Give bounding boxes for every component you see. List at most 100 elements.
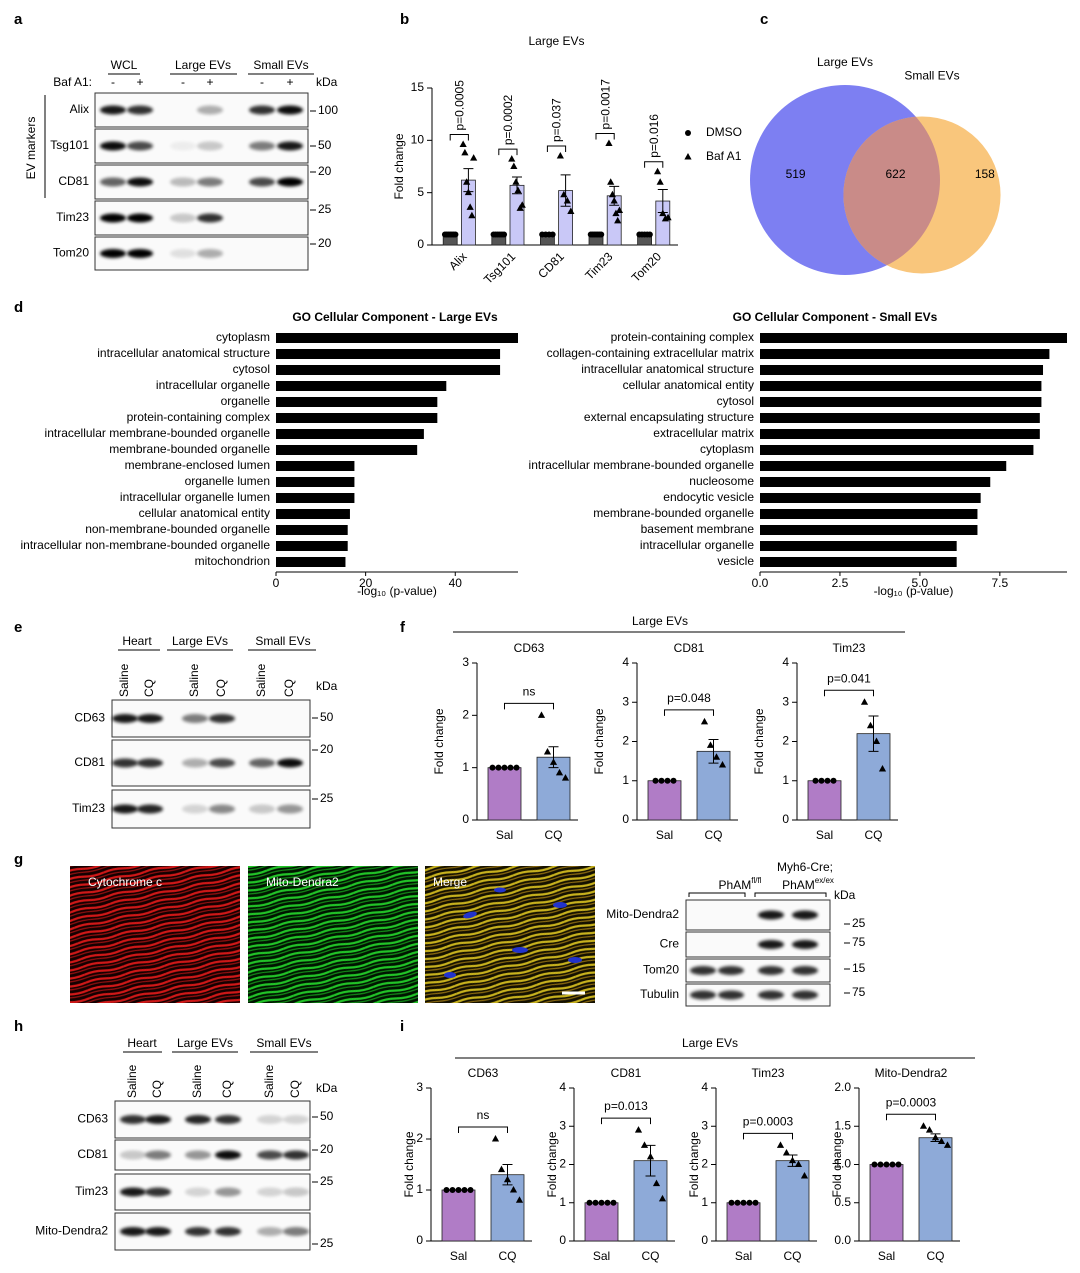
y-tick-label: 0: [782, 812, 789, 826]
y-tick-label: organelle: [221, 394, 271, 408]
y-tick-label: endocytic vesicle: [663, 490, 754, 504]
section-title: Large EVs: [682, 1036, 738, 1050]
bar: [276, 413, 438, 423]
kda-marker: 15: [852, 961, 866, 975]
p-value: ns: [523, 685, 536, 699]
venn-count: 519: [786, 167, 806, 181]
data-point: [878, 764, 887, 772]
y-tick-label: 0: [701, 1233, 708, 1247]
group-bracket: [688, 892, 827, 897]
data-point: [782, 1149, 791, 1156]
band: [182, 714, 208, 723]
data-point: [646, 1152, 655, 1160]
chart-title: Tim23: [833, 641, 866, 655]
x-tick-label: Tim23: [582, 249, 615, 282]
data-point: [461, 1187, 468, 1193]
x-tick-label: CQ: [499, 1249, 517, 1263]
blot-row-label: Tim23: [56, 210, 89, 224]
data-point: [776, 1141, 785, 1148]
band: [145, 1187, 171, 1197]
venn-label: Small EVs: [904, 69, 959, 83]
data-point: [518, 201, 526, 208]
y-tick-label: 3: [416, 1080, 423, 1094]
band: [690, 966, 716, 975]
y-tick-label: 1: [782, 773, 789, 787]
significance-bracket: [498, 148, 518, 156]
significance-bracket: [743, 1132, 793, 1140]
y-tick-label: vesicle: [717, 554, 754, 568]
band: [127, 213, 153, 223]
data-point: [634, 1126, 643, 1133]
x-tick-label: Sal: [656, 828, 673, 842]
data-point: [449, 1187, 456, 1193]
bar: [760, 461, 1007, 471]
kda-marker: 50: [320, 710, 334, 724]
lane-label: -: [111, 75, 115, 89]
chart-title: Large EVs: [528, 34, 584, 48]
data-point: [567, 207, 575, 215]
data-point: [543, 747, 552, 755]
y-axis-label: Fold change: [687, 1131, 701, 1197]
bar: [276, 461, 355, 471]
x-tick-label: Tsg101: [481, 249, 518, 286]
panel-letter: a: [14, 11, 23, 28]
lane-label: Saline: [262, 1064, 276, 1098]
lane-label: CQ: [142, 679, 156, 697]
y-tick-label: 2: [701, 1157, 708, 1171]
band: [185, 1187, 211, 1197]
x-axis-label: -log₁₀ (p-value): [357, 584, 437, 598]
y-tick-label: nucleosome: [689, 474, 754, 488]
kda-marker: 20: [318, 164, 332, 178]
data-point: [598, 1199, 605, 1206]
venn-overlap: [843, 116, 940, 274]
y-tick-label: 0: [417, 237, 424, 251]
panel-letter: b: [400, 11, 409, 28]
band: [185, 1227, 211, 1236]
x-tick-label: 2.5: [832, 576, 849, 590]
data-point: [501, 231, 508, 238]
chart-title: Tim23: [752, 1066, 785, 1080]
y-tick-label: 1.0: [834, 1157, 851, 1171]
data-point: [607, 178, 615, 185]
data-point: [470, 154, 478, 161]
image-cytochrome: [70, 866, 240, 1003]
band: [758, 966, 784, 975]
y-tick-label: 1: [622, 773, 629, 787]
y-tick-label: 1: [701, 1195, 708, 1209]
significance-bracket: [504, 702, 554, 710]
data-point: [615, 206, 624, 213]
significance-bracket: [595, 132, 615, 140]
lane-label: +: [136, 75, 143, 89]
x-tick-label: CD81: [535, 249, 567, 281]
x-tick-label: CQ: [784, 1249, 802, 1263]
band: [137, 804, 163, 814]
kda-marker: 25: [318, 202, 332, 216]
image-dendra: [248, 866, 418, 1003]
y-tick-label: intracellular membrane-bounded organelle: [529, 458, 755, 472]
blot-row-label: Tsg101: [50, 138, 89, 152]
bar: [760, 381, 1042, 391]
bar: [918, 1137, 953, 1242]
y-tick-label: 4: [622, 655, 629, 669]
blot-row-label: Tom20: [53, 246, 89, 260]
bar: [760, 557, 957, 567]
blot-group-header: Large EVs: [172, 634, 228, 648]
blot-group-header: Small EVs: [255, 634, 310, 648]
y-tick-label: cytosol: [233, 362, 270, 376]
x-tick-label: Tom20: [629, 249, 665, 285]
band: [758, 940, 784, 949]
band: [100, 141, 126, 151]
band: [792, 940, 818, 949]
data-point: [515, 1196, 524, 1203]
data-point: [812, 777, 819, 784]
data-point: [604, 1199, 611, 1206]
blot-row-label: Alix: [70, 102, 89, 116]
bar: [441, 1189, 476, 1242]
band: [718, 966, 744, 975]
data-point: [860, 698, 869, 705]
band: [100, 105, 126, 115]
significance-bracket: [664, 709, 714, 716]
kda-unit: kDa: [316, 1081, 338, 1095]
y-axis-label: Fold change: [545, 1131, 559, 1197]
band: [792, 966, 818, 975]
